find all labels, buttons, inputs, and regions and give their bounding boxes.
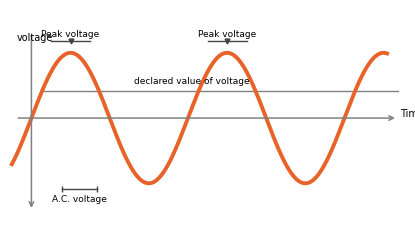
Text: A.C. voltage: A.C. voltage — [52, 195, 107, 203]
Text: declared value of voltage: declared value of voltage — [134, 77, 249, 86]
Text: Time: Time — [400, 109, 415, 119]
Text: Peak voltage: Peak voltage — [198, 30, 256, 39]
Text: voltage: voltage — [17, 33, 53, 43]
Text: Peak voltage: Peak voltage — [42, 30, 100, 39]
